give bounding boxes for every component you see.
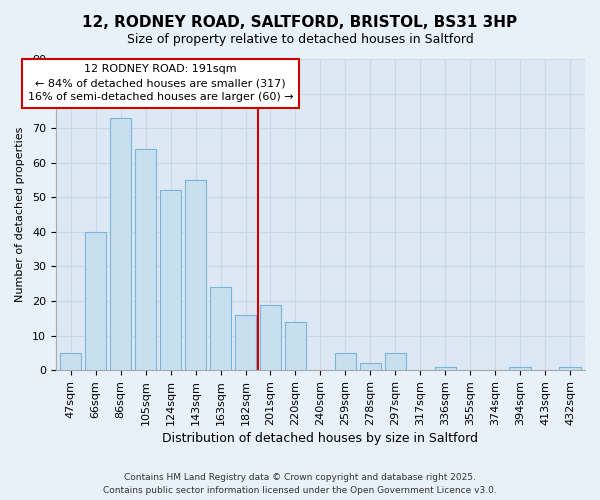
Text: 12, RODNEY ROAD, SALTFORD, BRISTOL, BS31 3HP: 12, RODNEY ROAD, SALTFORD, BRISTOL, BS31… <box>82 15 518 30</box>
Bar <box>110 118 131 370</box>
Y-axis label: Number of detached properties: Number of detached properties <box>15 127 25 302</box>
Bar <box>285 322 306 370</box>
Bar <box>335 353 356 370</box>
Bar <box>160 190 181 370</box>
Bar <box>235 315 256 370</box>
Bar <box>509 367 531 370</box>
Bar <box>360 364 381 370</box>
Text: Contains HM Land Registry data © Crown copyright and database right 2025.
Contai: Contains HM Land Registry data © Crown c… <box>103 473 497 495</box>
Bar <box>559 367 581 370</box>
Text: Size of property relative to detached houses in Saltford: Size of property relative to detached ho… <box>127 32 473 46</box>
Bar <box>85 232 106 370</box>
Bar <box>260 304 281 370</box>
X-axis label: Distribution of detached houses by size in Saltford: Distribution of detached houses by size … <box>163 432 478 445</box>
Bar <box>385 353 406 370</box>
Bar <box>135 149 156 370</box>
Bar <box>185 180 206 370</box>
Bar <box>60 353 82 370</box>
Text: 12 RODNEY ROAD: 191sqm
← 84% of detached houses are smaller (317)
16% of semi-de: 12 RODNEY ROAD: 191sqm ← 84% of detached… <box>28 64 293 102</box>
Bar <box>434 367 456 370</box>
Bar <box>210 287 231 370</box>
